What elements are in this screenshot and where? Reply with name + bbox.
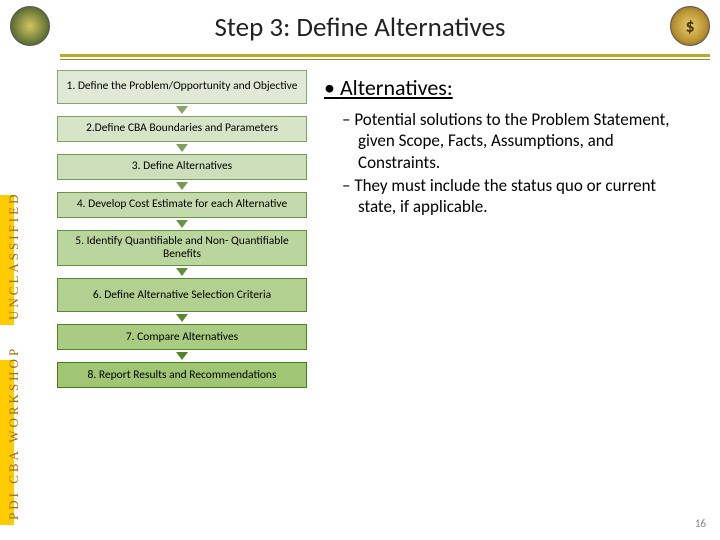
flow-step: 8. Report Results and Recommendations xyxy=(57,362,307,388)
workshop-label: PDI CBA WORKSHOP xyxy=(6,346,22,520)
flow-step: 4. Develop Cost Estimate for each Altern… xyxy=(57,192,307,218)
flow-arrow-icon xyxy=(176,268,188,276)
flow-step: 6. Define Alternative Selection Criteria xyxy=(57,278,307,312)
bullet-item: Potential solutions to the Problem State… xyxy=(324,109,690,173)
bullet-item: They must include the status quo or curr… xyxy=(324,175,690,218)
section-heading: Alternatives: xyxy=(324,74,690,101)
header: Step 3: Define Alternatives $ xyxy=(0,0,720,54)
flow-arrow-icon xyxy=(176,182,188,190)
flow-arrow-icon xyxy=(176,106,188,114)
flow-step: 3. Define Alternatives xyxy=(57,154,307,180)
page-title: Step 3: Define Alternatives xyxy=(0,11,720,44)
flow-arrow-icon xyxy=(176,314,188,322)
flow-arrow-icon xyxy=(176,220,188,228)
army-seal-icon xyxy=(10,6,50,46)
page-number: 16 xyxy=(695,517,706,530)
flowchart: 1. Define the Problem/Opportunity and Ob… xyxy=(0,70,318,388)
content-area: 1. Define the Problem/Opportunity and Ob… xyxy=(0,60,720,388)
classification-label: UNCLASSIFIED xyxy=(6,192,22,320)
flow-step: 7. Compare Alternatives xyxy=(57,324,307,350)
flow-step: 1. Define the Problem/Opportunity and Ob… xyxy=(57,70,307,104)
flow-step: 2.Define CBA Boundaries and Parameters xyxy=(57,116,307,142)
flow-arrow-icon xyxy=(176,352,188,360)
flow-step: 5. Identify Quantifiable and Non- Quanti… xyxy=(57,230,307,266)
flow-arrow-icon xyxy=(176,144,188,152)
text-column: Alternatives: Potential solutions to the… xyxy=(318,70,720,388)
finance-seal-icon: $ xyxy=(670,6,710,46)
